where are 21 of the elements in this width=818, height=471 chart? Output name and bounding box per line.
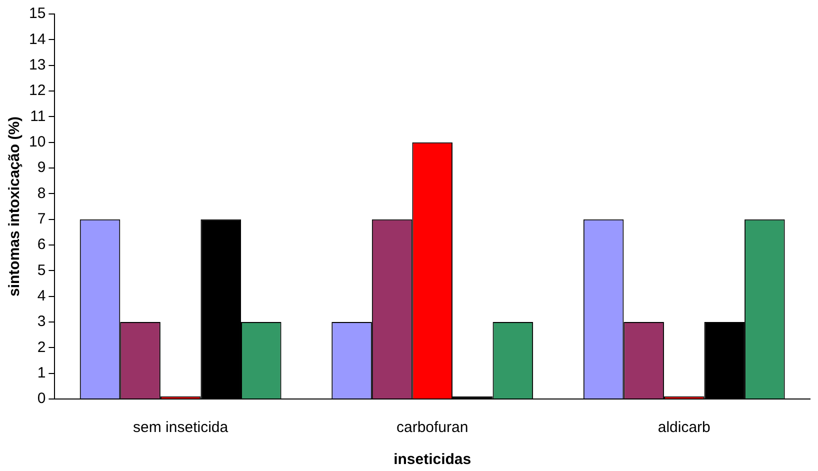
y-tick-label: 1 bbox=[37, 364, 46, 382]
y-tick-label: 6 bbox=[37, 236, 46, 254]
y-tick-label: 9 bbox=[37, 159, 46, 176]
y-tick-label: 13 bbox=[28, 56, 46, 74]
y-tick-label: 10 bbox=[28, 133, 46, 150]
y-tick-label: 15 bbox=[28, 5, 46, 22]
y-axis-title: sintomas intoxicação (%) bbox=[6, 116, 24, 297]
y-tick-label: 11 bbox=[30, 108, 46, 125]
y-tick-label: 7 bbox=[37, 210, 46, 228]
y-tick-label: 12 bbox=[28, 82, 46, 100]
x-axis-title: inseticidas bbox=[394, 451, 472, 468]
x-tick-label: carbofuran bbox=[396, 419, 468, 436]
y-tick-label: 0 bbox=[37, 390, 46, 408]
y-tick-label: 8 bbox=[37, 184, 46, 202]
y-tick-label: 2 bbox=[37, 338, 46, 356]
x-tick-label: aldicarb bbox=[658, 419, 710, 436]
y-tick-label: 14 bbox=[28, 30, 46, 48]
y-tick-label: 3 bbox=[37, 313, 46, 330]
y-tick-label: 4 bbox=[37, 287, 46, 304]
y-tick-label: 5 bbox=[37, 262, 46, 279]
x-tick-label: sem inseticida bbox=[133, 419, 229, 436]
